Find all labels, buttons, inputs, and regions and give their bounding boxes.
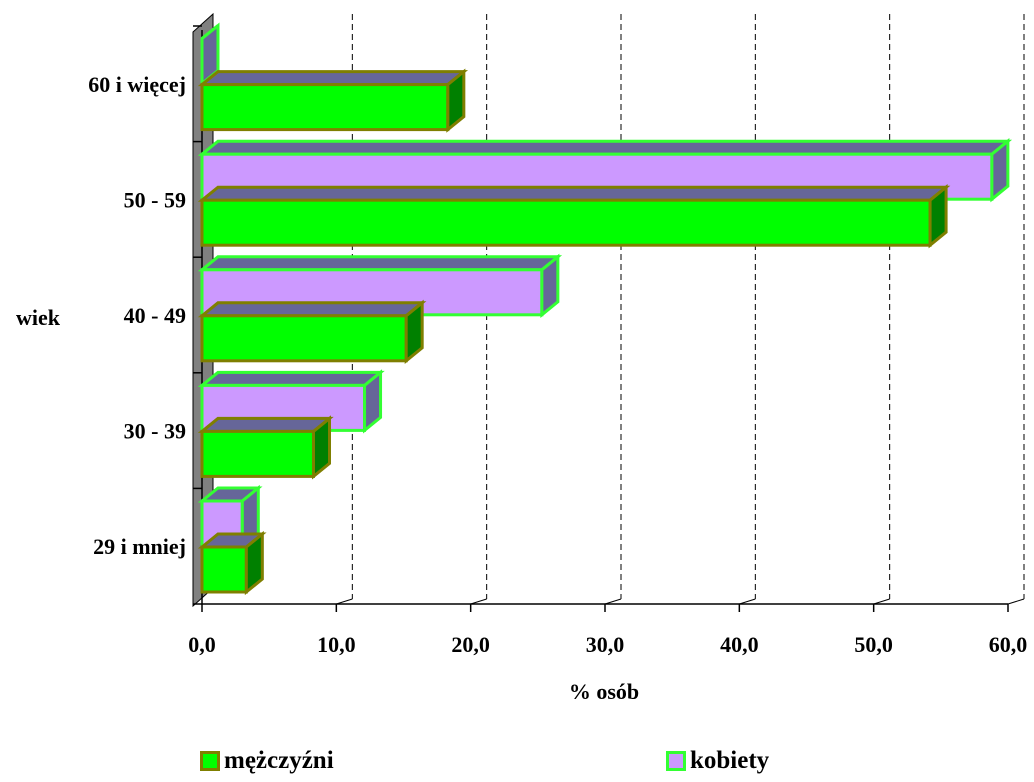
bar-top-face	[197, 70, 469, 87]
bar-side-face	[446, 68, 466, 133]
x-tick-label: 20,0	[451, 632, 490, 657]
y-tick-label: 60 i więcej	[88, 72, 186, 97]
gridline-floor	[604, 598, 622, 605]
bar-top-face	[197, 416, 334, 433]
legend-label-women: kobiety	[690, 747, 770, 774]
legend-swatch-men	[200, 751, 220, 771]
tick-labels: 0,0 10,0 20,0 30,0 40,0 50,0 60,0 29 i mniej 30 …	[88, 25, 1028, 657]
bar-side-face	[990, 138, 1010, 203]
legend-label-men: mężczyźni	[224, 747, 334, 774]
legend-swatch-women	[666, 751, 686, 771]
bar-men	[197, 68, 469, 133]
bar-top-face	[197, 139, 1013, 156]
gridline-floor	[470, 598, 487, 605]
bar-front-face	[200, 314, 408, 363]
bar-front-face	[200, 545, 248, 594]
y-tick-label: 50 - 59	[124, 187, 186, 212]
x-tick-label: 0,0	[188, 632, 216, 657]
bar-men	[197, 299, 427, 364]
bar-side-face	[540, 253, 560, 318]
bar-side-face	[311, 415, 331, 480]
y-tick-label: 40 - 49	[124, 303, 186, 328]
legend-item-men: mężczyźni	[200, 748, 334, 774]
gridline-floor	[336, 598, 353, 605]
y-axis-title: wiek	[16, 305, 61, 330]
bar-side-face	[244, 530, 264, 596]
bar-top-face	[197, 255, 563, 272]
bar-front-face	[200, 429, 315, 478]
bar-side-face	[404, 299, 424, 364]
bars	[197, 22, 1013, 596]
bar-men	[197, 184, 951, 249]
bar-men	[197, 530, 267, 596]
bar-men	[197, 415, 334, 480]
bar-front-face	[200, 198, 932, 247]
bar-top-face	[197, 370, 385, 387]
gridline-floor	[873, 598, 890, 605]
bar-front-face	[200, 83, 450, 132]
gridline-floor	[739, 598, 756, 605]
x-tick-label: 10,0	[317, 632, 356, 657]
bar-top-face	[197, 185, 951, 202]
x-tick-label: 60,0	[989, 632, 1028, 657]
x-tick-label: 30,0	[586, 632, 625, 657]
x-axis-title: % osób	[569, 679, 639, 704]
y-tick-label: 30 - 39	[124, 419, 186, 444]
gridline-floor	[1007, 598, 1025, 605]
bar-side-face	[928, 184, 948, 249]
bar-top-face	[197, 301, 427, 318]
legend-item-women: kobiety	[666, 748, 769, 774]
x-tick-label: 50,0	[854, 632, 893, 657]
x-tick-label: 40,0	[720, 632, 759, 657]
y-tick-label: 29 i mniej	[93, 534, 186, 559]
bar-side-face	[363, 369, 383, 434]
